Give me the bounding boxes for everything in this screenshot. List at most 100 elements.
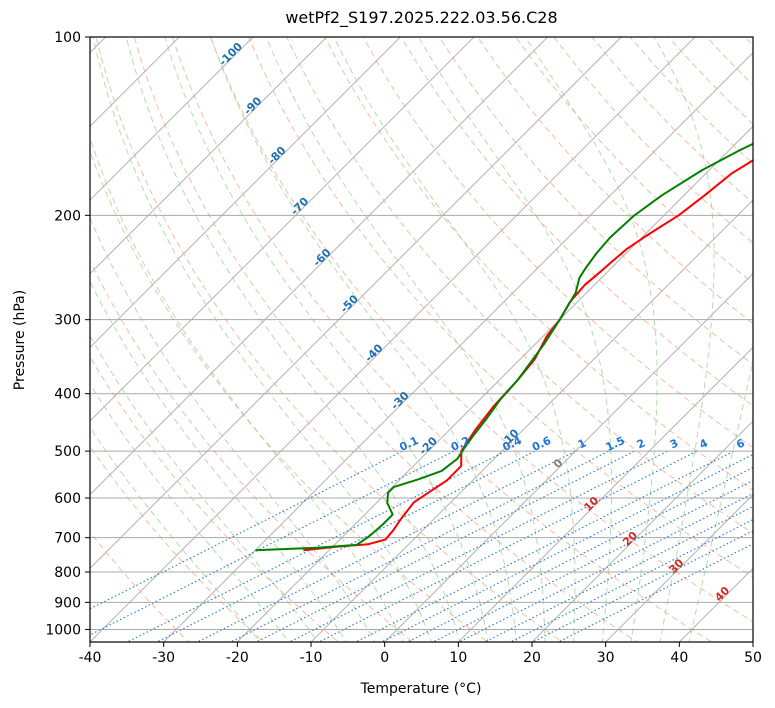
isotherm-label: -20 xyxy=(417,434,440,457)
dry-adiabat-line xyxy=(90,445,265,642)
x-axis-label: Temperature (°C) xyxy=(360,681,482,697)
mixing-ratio-label: 8 xyxy=(760,436,772,451)
dry-adiabat-line xyxy=(90,150,489,642)
isotherm-line xyxy=(384,273,753,642)
moist-adiabat-line xyxy=(90,216,376,642)
isotherm-label: -100 xyxy=(216,40,245,69)
moist-adiabat-line xyxy=(90,280,347,642)
mixing-ratio-line xyxy=(354,450,735,642)
x-tick-label: -20 xyxy=(226,650,249,666)
dry-adiabat-line xyxy=(591,37,753,204)
isotherm-line xyxy=(163,52,753,642)
mixing-ratio-line xyxy=(531,530,753,642)
moist-adiabat-line xyxy=(90,426,261,642)
x-tick-label: -30 xyxy=(152,650,175,666)
isotherm-line xyxy=(90,37,401,348)
y-tick-label: 400 xyxy=(54,387,81,403)
mixing-ratio-line xyxy=(432,479,753,642)
mixing-ratio-line xyxy=(406,466,753,642)
x-tick-label: -40 xyxy=(79,650,102,666)
dry-adiabat-line xyxy=(209,37,753,623)
mixing-ratio-line xyxy=(483,505,753,642)
moist-adiabat-line xyxy=(90,136,404,642)
isotherm-line xyxy=(90,37,549,496)
mixing-ratio-line xyxy=(557,543,753,642)
mixing-ratio-label: 6 xyxy=(734,436,747,451)
pressure-gridlines xyxy=(90,37,753,630)
isotherm-line xyxy=(90,37,180,127)
moist-adiabat-line xyxy=(90,382,290,642)
x-tick-label: 0 xyxy=(380,650,389,666)
y-tick-label: 600 xyxy=(54,491,81,507)
y-tick-label: 500 xyxy=(54,444,81,460)
isotherm-line xyxy=(605,494,753,642)
y-tick-label: 900 xyxy=(54,595,81,611)
isotherm-line xyxy=(236,125,753,642)
moist-adiabat-line xyxy=(524,37,658,642)
mixing-ratio-line xyxy=(196,450,576,642)
moist-adiabat-line xyxy=(418,37,613,642)
mixing-ratio-line xyxy=(90,450,455,636)
isotherm-label: -50 xyxy=(338,292,361,315)
y-tick-label: 800 xyxy=(54,565,81,581)
x-tick-label: -10 xyxy=(300,650,323,666)
isotherm-label: -80 xyxy=(265,144,288,167)
mixing-ratio-label: 2 xyxy=(635,436,647,451)
y-axis: 100 200 300 400 500 600 700 800 900 1000 xyxy=(45,30,90,638)
mixing-ratio-line xyxy=(155,450,536,642)
dry-adiabat-line xyxy=(248,37,753,578)
mixing-ratio-line xyxy=(255,450,635,642)
moist-adiabat-line xyxy=(265,37,546,642)
dry-adiabat-line xyxy=(400,37,753,407)
mixing-ratio-line xyxy=(288,450,668,642)
x-tick-label: 40 xyxy=(670,650,688,666)
dry-adiabat-line xyxy=(362,37,753,449)
isotherm-label: 40 xyxy=(712,584,732,604)
temperature-line xyxy=(303,159,753,552)
moist-adiabat-line xyxy=(92,37,432,642)
isotherm-line xyxy=(531,420,753,642)
y-tick-label: 700 xyxy=(54,531,81,547)
y-axis-label: Pressure (hPa) xyxy=(12,290,28,390)
isotherm-line xyxy=(90,37,328,275)
isotherm-line xyxy=(90,37,622,569)
dry-adiabat-line xyxy=(90,356,339,642)
isotherm-line xyxy=(752,641,753,642)
y-tick-label: 1000 xyxy=(45,622,81,638)
isotherm-line xyxy=(457,346,753,642)
moist-adiabat-line xyxy=(333,37,576,642)
x-axis: -40 -30 -20 -10 0 10 20 30 40 50 xyxy=(79,642,762,666)
isotherm-label: -30 xyxy=(388,389,411,412)
mixing-ratio-line xyxy=(380,453,753,642)
dry-adiabat-line xyxy=(171,37,713,642)
dry-adiabat-line xyxy=(95,37,564,642)
isotherm-line xyxy=(90,37,696,642)
isotherm-label: -60 xyxy=(310,246,333,269)
mixing-ratio-label: 4 xyxy=(697,436,710,451)
dewpoint-line xyxy=(255,142,753,552)
isotherm-label: 30 xyxy=(666,556,686,576)
mixing-ratio-line xyxy=(457,492,753,642)
moist-adiabat-line xyxy=(688,358,753,642)
isotherm-line xyxy=(90,37,475,422)
isotherm-line xyxy=(90,37,254,201)
mixing-ratio-line xyxy=(229,450,609,642)
series-layer xyxy=(255,142,753,552)
mixing-ratio-line xyxy=(126,450,506,642)
x-tick-label: 30 xyxy=(597,650,615,666)
y-tick-label: 100 xyxy=(54,30,81,46)
isotherm-label: -70 xyxy=(288,194,311,217)
y-tick-label: 300 xyxy=(54,313,81,329)
x-tick-label: 10 xyxy=(449,650,467,666)
chart-title: wetPf2_S197.2025.222.03.56.C28 xyxy=(285,8,558,27)
dry-adiabat-line xyxy=(515,37,753,284)
dry-adiabat-line xyxy=(286,37,753,534)
line-labels: -100-90-80-70-60-50-40-30-20 -10010203040… xyxy=(216,40,772,604)
dry-adiabat-line xyxy=(729,0,775,654)
moist-adiabat-line xyxy=(125,37,461,642)
dry-adiabat-line xyxy=(477,37,753,325)
mixing-ratio-line xyxy=(509,518,753,642)
x-tick-label: 20 xyxy=(523,650,541,666)
